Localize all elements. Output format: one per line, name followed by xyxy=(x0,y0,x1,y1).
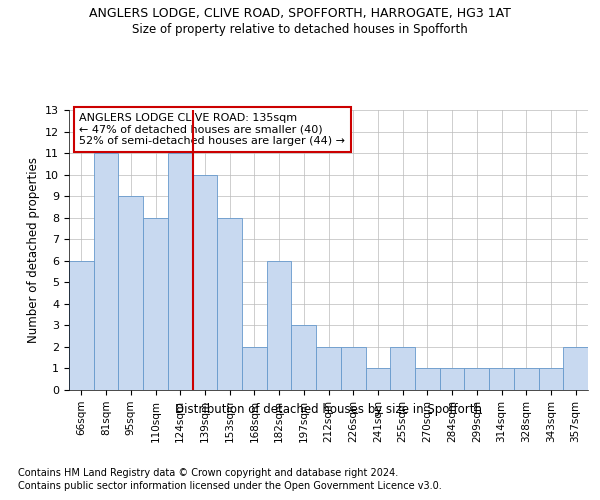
Bar xyxy=(193,174,217,390)
Text: Distribution of detached houses by size in Spofforth: Distribution of detached houses by size … xyxy=(175,402,482,415)
Bar xyxy=(539,368,563,390)
Text: ANGLERS LODGE, CLIVE ROAD, SPOFFORTH, HARROGATE, HG3 1AT: ANGLERS LODGE, CLIVE ROAD, SPOFFORTH, HA… xyxy=(89,8,511,20)
Bar xyxy=(143,218,168,390)
Bar xyxy=(267,261,292,390)
Bar xyxy=(365,368,390,390)
Y-axis label: Number of detached properties: Number of detached properties xyxy=(26,157,40,343)
Bar xyxy=(168,153,193,390)
Bar xyxy=(415,368,440,390)
Bar xyxy=(118,196,143,390)
Text: ANGLERS LODGE CLIVE ROAD: 135sqm
← 47% of detached houses are smaller (40)
52% o: ANGLERS LODGE CLIVE ROAD: 135sqm ← 47% o… xyxy=(79,113,346,146)
Bar xyxy=(440,368,464,390)
Bar xyxy=(341,347,365,390)
Text: Contains public sector information licensed under the Open Government Licence v3: Contains public sector information licen… xyxy=(18,481,442,491)
Bar xyxy=(390,347,415,390)
Bar xyxy=(242,347,267,390)
Bar xyxy=(514,368,539,390)
Bar xyxy=(69,261,94,390)
Bar xyxy=(316,347,341,390)
Bar xyxy=(217,218,242,390)
Bar xyxy=(464,368,489,390)
Bar xyxy=(292,326,316,390)
Text: Contains HM Land Registry data © Crown copyright and database right 2024.: Contains HM Land Registry data © Crown c… xyxy=(18,468,398,477)
Bar xyxy=(94,153,118,390)
Bar xyxy=(489,368,514,390)
Bar xyxy=(563,347,588,390)
Text: Size of property relative to detached houses in Spofforth: Size of property relative to detached ho… xyxy=(132,22,468,36)
